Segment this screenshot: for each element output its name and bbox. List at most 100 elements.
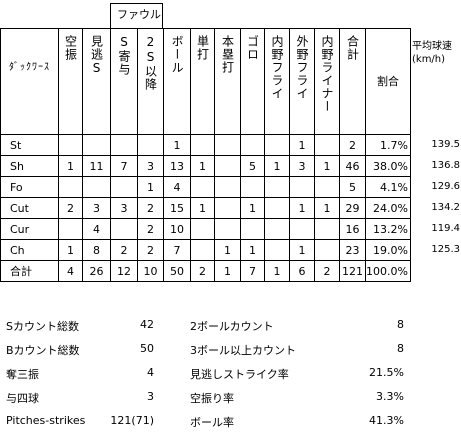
summary-left-value: 3 xyxy=(147,390,154,403)
header-cell: 内野フライ xyxy=(264,28,290,135)
table-cell: 1 xyxy=(214,239,241,261)
summary-right-label: 3ボール以上カウント xyxy=(190,344,296,357)
summary-right-label: 見逃しストライク率 xyxy=(190,368,289,381)
table-cell xyxy=(190,218,215,240)
pitch-result-table: ﾀﾞｯｸﾜｰｽ 空振 見逃S S寄与 2S以降 ボール 単打 本塁打 ゴロ 内野… xyxy=(0,28,411,282)
table-cell: 7 xyxy=(240,260,265,282)
summary-left-label: 与四球 xyxy=(6,392,39,405)
table-cell: 38.0% xyxy=(365,155,411,177)
table-cell: 1 xyxy=(240,239,265,261)
table-cell: 1 xyxy=(163,134,191,156)
summary-right-value: 21.5% xyxy=(369,366,404,379)
table-cell: 2 xyxy=(137,239,164,261)
table-cell xyxy=(58,218,83,240)
table-cell: 1 xyxy=(58,239,83,261)
table-cell: 1 xyxy=(264,260,290,282)
summary-left-label: 奪三振 xyxy=(6,368,39,381)
table-cell: 1 xyxy=(264,155,290,177)
table-cell: 3 xyxy=(137,155,164,177)
table-cell: 12 xyxy=(110,260,138,282)
table-cell: 1 xyxy=(289,197,315,219)
table-row: Ch 1 8 2 2 7 1 1 1 23 19.0% xyxy=(0,239,411,261)
table-cell xyxy=(264,176,290,198)
table-cell: 46 xyxy=(339,155,366,177)
summary-left-label: Pitches-strikes xyxy=(6,414,86,427)
summary-right-value: 3.3% xyxy=(376,390,404,403)
table-cell xyxy=(264,134,290,156)
table-cell: 2 xyxy=(190,260,215,282)
table-cell xyxy=(82,176,111,198)
table-cell xyxy=(214,176,241,198)
pitch-type-cell: Cut xyxy=(0,197,59,219)
table-cell: 7 xyxy=(163,239,191,261)
table-cell: 16 xyxy=(339,218,366,240)
summary-left-value: 121(71) xyxy=(110,414,154,427)
avg-speed-header: 平均球速(km/h) xyxy=(412,41,452,65)
table-cell xyxy=(240,176,265,198)
table-cell xyxy=(110,176,138,198)
table-cell: 1 xyxy=(314,155,340,177)
table-cell xyxy=(214,197,241,219)
table-cell: 3 xyxy=(82,197,111,219)
table-cell: 19.0% xyxy=(365,239,411,261)
table-cell: 11 xyxy=(82,155,111,177)
table-cell xyxy=(137,134,164,156)
pitch-type-cell: Cur xyxy=(0,218,59,240)
table-cell: 23 xyxy=(339,239,366,261)
table-cell: 7 xyxy=(110,155,138,177)
header-cell: 内野ライナー xyxy=(314,28,340,135)
table-cell xyxy=(314,239,340,261)
avg-speed-value: 139.5 xyxy=(431,139,460,150)
table-cell: 2 xyxy=(110,239,138,261)
avg-speed-value: 125.3 xyxy=(431,244,460,255)
table-cell xyxy=(314,176,340,198)
summary-right-label: 2ボールカウント xyxy=(190,320,274,333)
table-cell: 3 xyxy=(110,197,138,219)
header-cell: 単打 xyxy=(190,28,215,135)
pitch-type-cell: Fo xyxy=(0,176,59,198)
table-cell: 1 xyxy=(58,155,83,177)
header-cell: 見逃S xyxy=(82,28,111,135)
summary-right-label: 空振り率 xyxy=(190,392,234,405)
avg-speed-value: 134.2 xyxy=(431,202,460,213)
table-row: St 1 1 2 1.7% xyxy=(0,134,411,156)
table-cell xyxy=(264,218,290,240)
table-cell: 13 xyxy=(163,155,191,177)
table-cell xyxy=(110,218,138,240)
table-cell: 100.0% xyxy=(365,260,411,282)
header-pitch-type: ﾀﾞｯｸﾜｰｽ xyxy=(0,28,59,135)
table-row: Sh 1 11 7 3 13 1 5 1 3 1 46 38.0% xyxy=(0,155,411,177)
header-cell: ボール xyxy=(163,28,191,135)
summary-left-value: 4 xyxy=(147,366,154,379)
table-cell xyxy=(289,176,315,198)
table-cell: 1 xyxy=(137,176,164,198)
table-cell xyxy=(289,218,315,240)
table-cell: 4.1% xyxy=(365,176,411,198)
table-cell: 3 xyxy=(289,155,315,177)
avg-speed-value: 129.6 xyxy=(431,181,460,192)
table-cell xyxy=(190,134,215,156)
table-cell: 24.0% xyxy=(365,197,411,219)
pitch-type-cell: Ch xyxy=(0,239,59,261)
summary-left-value: 42 xyxy=(140,318,154,331)
table-cell: 26 xyxy=(82,260,111,282)
header-cell: 本塁打 xyxy=(214,28,241,135)
summary-right-value: 8 xyxy=(397,318,404,331)
table-cell: 2 xyxy=(339,134,366,156)
table-cell: 10 xyxy=(163,218,191,240)
table-cell: 4 xyxy=(163,176,191,198)
table-cell: 2 xyxy=(137,197,164,219)
table-cell: 1 xyxy=(240,197,265,219)
table-cell: 2 xyxy=(58,197,83,219)
table-cell xyxy=(214,155,241,177)
summary-left-label: Bカウント総数 xyxy=(6,344,80,357)
header-cell: 空振 xyxy=(58,28,83,135)
table-cell: 13.2% xyxy=(365,218,411,240)
table-cell: 4 xyxy=(82,218,111,240)
header-cell: 2S以降 xyxy=(137,28,164,135)
header-cell: S寄与 xyxy=(110,28,138,135)
table-row: 合計 4 26 12 10 50 2 1 7 1 6 2 121 100.0% xyxy=(0,260,411,282)
table-cell xyxy=(264,197,290,219)
table-cell: 1 xyxy=(214,260,241,282)
pitch-type-cell: Sh xyxy=(0,155,59,177)
